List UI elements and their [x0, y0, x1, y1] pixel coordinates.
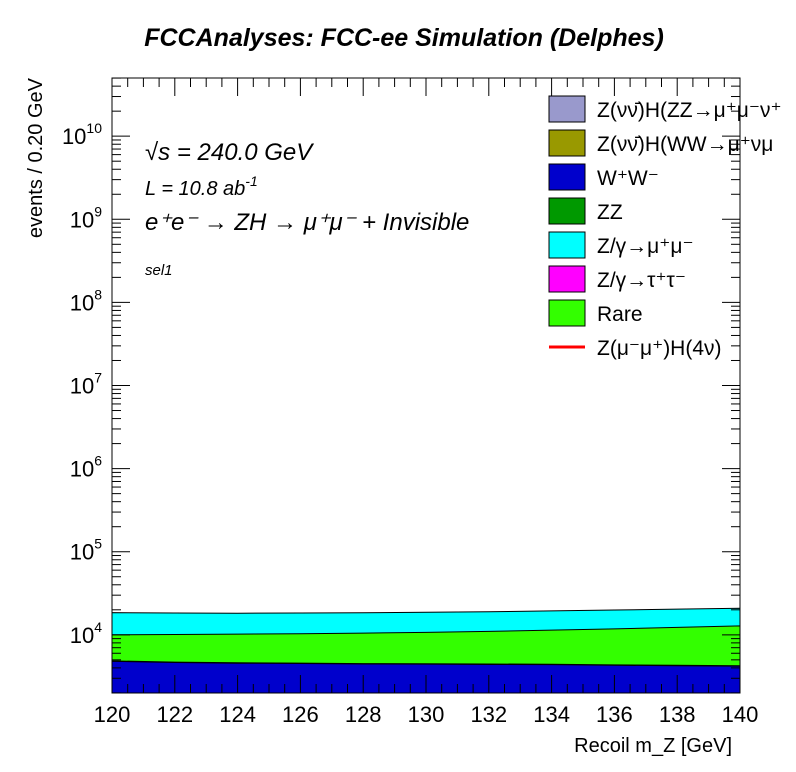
- x-tick-label: 134: [533, 702, 570, 727]
- legend-item: Z/γ→τ⁺τ⁻: [548, 265, 686, 293]
- x-tick-label: 132: [470, 702, 507, 727]
- legend-label: Z/γ→τ⁺τ⁻: [597, 269, 686, 292]
- luminosity-annotation: L = 10.8 ab-1: [145, 173, 258, 200]
- x-tick-label: 140: [722, 702, 759, 727]
- legend-item: ZZ: [548, 197, 623, 225]
- luminosity-base: L = 10.8 ab: [145, 178, 245, 200]
- process-annotation: e⁺e⁻ → ZH → μ⁺μ⁻ + Invisible: [145, 209, 469, 236]
- legend-item: Z(νν̄)H(ZZ→μ⁺μ⁻ν⁺: [548, 95, 782, 123]
- x-axis-title: Recoil m_Z [GeV]: [574, 735, 732, 757]
- y-axis-title: events / 0.20 GeV: [25, 77, 47, 238]
- y-tick-label: 106: [70, 453, 102, 482]
- legend-swatch: [548, 299, 586, 327]
- legend-item: Z(νν̄)H(WW→μ⁺νμ: [548, 129, 773, 157]
- y-tick-label: 107: [70, 370, 102, 399]
- y-tick-label: 105: [70, 536, 102, 565]
- legend-item: Z(μ⁻μ⁺)H(4ν): [549, 337, 722, 360]
- x-tick-label: 138: [659, 702, 696, 727]
- legend-item: W⁺W⁻: [548, 163, 659, 191]
- legend-label: Z(νν̄)H(ZZ→μ⁺μ⁻ν⁺: [597, 99, 782, 122]
- selection-annotation: sel1: [145, 262, 173, 279]
- legend-label: Rare: [597, 303, 643, 326]
- luminosity-exponent: -1: [245, 173, 257, 189]
- x-tick-label: 128: [345, 702, 382, 727]
- x-tick-label: 126: [282, 702, 319, 727]
- chart-title: FCCAnalyses: FCC-ee Simulation (Delphes): [144, 24, 664, 52]
- legend-swatch: [548, 129, 586, 157]
- x-axis-labels: 120 122 124 126 128 130 132 134 136 138 140: [94, 702, 759, 727]
- legend-label: W⁺W⁻: [597, 167, 659, 190]
- sqrt-s-annotation: √s = 240.0 GeV: [145, 139, 314, 166]
- legend-item: Rare: [548, 299, 643, 327]
- y-tick-label: 108: [70, 286, 102, 315]
- x-tick-label: 124: [219, 702, 256, 727]
- y-tick-label: 1010: [62, 120, 102, 149]
- legend-label: Z(μ⁻μ⁺)H(4ν): [597, 337, 722, 360]
- x-tick-label: 120: [94, 702, 131, 727]
- y-tick-label: 109: [70, 203, 102, 232]
- legend-swatch: [548, 163, 586, 191]
- legend-swatch: [548, 95, 586, 123]
- legend-label: Z/γ→μ⁺μ⁻: [597, 235, 694, 258]
- legend-swatch: [548, 197, 586, 225]
- x-tick-label: 136: [596, 702, 633, 727]
- x-tick-label: 122: [156, 702, 193, 727]
- y-axis-ticks: [112, 77, 740, 694]
- legend-item: Z/γ→μ⁺μ⁻: [548, 231, 694, 259]
- legend-swatch: [548, 231, 586, 259]
- y-axis-labels: 104 105 106 107 108 109 1010: [62, 120, 102, 648]
- x-axis-ticks: [111, 78, 741, 693]
- annotations: √s = 240.0 GeV L = 10.8 ab-1 e⁺e⁻ → ZH →…: [145, 139, 469, 279]
- legend: Z(νν̄)H(ZZ→μ⁺μ⁻ν⁺ Z(νν̄)H(WW→μ⁺νμ W⁺W⁻ ZZ Z/…: [548, 95, 782, 360]
- x-tick-label: 130: [408, 702, 445, 727]
- legend-label: Z(νν̄)H(WW→μ⁺νμ: [597, 133, 773, 156]
- y-tick-label: 104: [70, 619, 102, 648]
- legend-label: ZZ: [597, 201, 623, 224]
- legend-swatch: [548, 265, 586, 293]
